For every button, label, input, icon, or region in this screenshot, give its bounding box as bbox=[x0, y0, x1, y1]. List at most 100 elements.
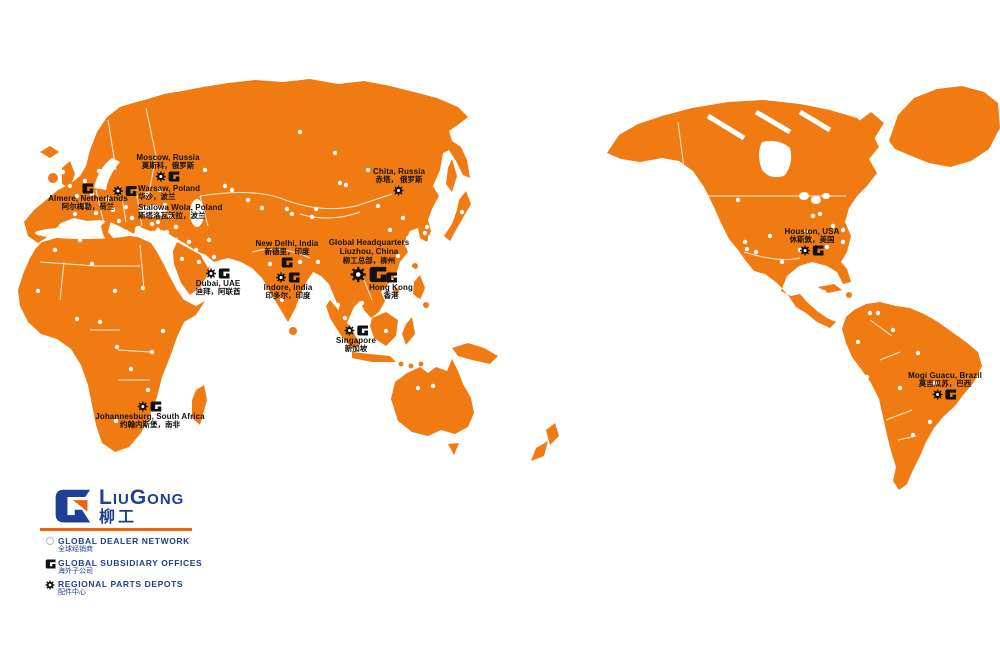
dealer-network-dot bbox=[211, 254, 217, 260]
dealer-network-dot bbox=[144, 191, 150, 197]
location-label-johannesburg: Johannesburg, South Africa 约翰内斯堡，南非 bbox=[95, 401, 205, 430]
dealer-network-dot bbox=[206, 237, 212, 243]
subsidiary-office-icon bbox=[82, 183, 95, 194]
dealer-network-dot bbox=[830, 223, 836, 229]
dealer-network-dot bbox=[63, 221, 69, 227]
dealer-network-dot bbox=[219, 259, 225, 265]
location-name-zh: 迪拜，阿联酋 bbox=[195, 287, 241, 297]
dealer-network-dot bbox=[915, 350, 921, 356]
dealer-network-icon bbox=[42, 537, 58, 545]
dealer-network-dot bbox=[779, 259, 785, 265]
dealer-network-dot bbox=[112, 288, 118, 294]
dealer-network-dot bbox=[867, 310, 873, 316]
brand-wordmark: LiuGong bbox=[99, 486, 185, 509]
parts-depot-icon bbox=[344, 325, 355, 336]
dealer-network-dot bbox=[114, 344, 120, 350]
dealer-network-dot bbox=[803, 228, 809, 234]
location-name-zh: 斯塔洛瓦沃拉，波兰 bbox=[138, 211, 206, 221]
location-name-zh: 印多尔，印度 bbox=[265, 291, 311, 301]
location-label-dubai: Dubai, UAE 迪拜，阿联酋 bbox=[196, 268, 241, 297]
dealer-network-dot bbox=[82, 178, 88, 184]
dealer-network-dot bbox=[179, 256, 185, 262]
dealer-network-dot bbox=[659, 159, 665, 165]
legend-label-zh: 全球经销商 bbox=[58, 546, 93, 554]
dealer-network-dot bbox=[60, 169, 66, 175]
dealer-network-dot bbox=[74, 316, 80, 322]
location-name: Stalowa Wola, Poland bbox=[138, 203, 223, 212]
location-label-hong-kong: Hong Kong 香港 bbox=[369, 272, 413, 301]
subsidiary-office-icon bbox=[42, 559, 58, 569]
dealer-network-dots-layer bbox=[35, 129, 938, 454]
dealer-network-dot bbox=[155, 219, 161, 225]
dealer-network-dot bbox=[840, 239, 846, 245]
dealer-network-dot bbox=[313, 206, 319, 212]
dealer-network-dot bbox=[143, 210, 149, 216]
dealer-network-dot bbox=[83, 203, 89, 209]
dealer-network-dot bbox=[289, 211, 295, 217]
dealer-network-dot bbox=[222, 183, 228, 189]
location-name: Indore, India bbox=[263, 283, 313, 292]
location-name-zh: 莫吉瓜苏，巴西 bbox=[918, 379, 972, 389]
dealer-network-dot bbox=[173, 237, 179, 243]
dealer-network-dot bbox=[875, 310, 881, 316]
dealer-network-dot bbox=[136, 225, 142, 231]
legend-row-dealer-network: GLOBAL DEALER NETWORK 全球经销商 bbox=[42, 536, 202, 555]
liugong-logo: LiuGong 柳工 bbox=[52, 487, 184, 527]
location-label-new-delhi: New Delhi, India 新德里，印度 bbox=[256, 239, 319, 268]
subsidiary-office-icon bbox=[945, 389, 958, 400]
location-name: Singapore bbox=[335, 336, 377, 345]
legend-row-parts-depots: REGIONAL PARTS DEPOTS 配件中心 bbox=[42, 579, 202, 598]
location-name-zh: 新加坡 bbox=[344, 344, 368, 354]
dealer-network-dot bbox=[787, 274, 793, 280]
liugong-emblem-icon bbox=[52, 487, 92, 527]
subsidiary-office-icon bbox=[218, 268, 231, 279]
dealer-network-dot bbox=[67, 183, 73, 189]
dealer-network-dot bbox=[424, 224, 430, 230]
dealer-network-dot bbox=[753, 249, 759, 255]
dealer-network-dot bbox=[864, 374, 870, 380]
dealer-network-dot bbox=[297, 129, 303, 135]
location-label-headquarters: Global Headquarters Liuzhou, China 柳工总部，… bbox=[329, 238, 410, 283]
dealer-network-dot bbox=[343, 182, 349, 188]
dealer-network-dot bbox=[101, 178, 107, 184]
location-label-stalowa-wola: Stalowa Wola, Poland 斯塔洛瓦沃拉，波兰 bbox=[138, 203, 223, 221]
dealer-network-dot bbox=[342, 315, 348, 321]
location-name: New Delhi, India bbox=[255, 239, 319, 248]
location-name-zh: 柳工总部，柳州 bbox=[342, 255, 396, 265]
dealer-network-dot bbox=[167, 213, 173, 219]
location-label-singapore: Singapore 新加坡 bbox=[336, 325, 376, 354]
subsidiary-office-icon bbox=[280, 257, 293, 268]
dealer-network-dot bbox=[129, 215, 135, 221]
location-name: Dubai, UAE bbox=[195, 279, 241, 288]
dealer-network-dot bbox=[105, 196, 111, 202]
dealer-network-dot bbox=[155, 227, 161, 233]
dealer-network-dot bbox=[405, 235, 411, 241]
dealer-network-dot bbox=[315, 259, 321, 265]
location-label-almere: Almere, Netherlands 阿尔梅勒，荷兰 bbox=[48, 183, 128, 212]
dealer-network-dot bbox=[375, 203, 381, 209]
dealer-network-dot bbox=[430, 383, 436, 389]
dealer-network-dot bbox=[162, 202, 168, 208]
legend-label-zh: 配件中心 bbox=[58, 589, 86, 597]
subsidiary-office-icon bbox=[385, 272, 398, 283]
dealer-network-dot bbox=[149, 349, 155, 355]
dealer-network-dot bbox=[284, 206, 290, 212]
dealer-network-dot bbox=[487, 429, 493, 435]
dealer-network-dot bbox=[160, 328, 166, 334]
dealer-network-dot bbox=[821, 289, 827, 295]
dealer-network-dot bbox=[404, 291, 410, 297]
dealer-network-dot bbox=[415, 297, 421, 303]
location-name-zh: 华沙，波兰 bbox=[138, 192, 176, 202]
location-name: Moscow, Russia bbox=[136, 153, 200, 162]
dealer-network-dot bbox=[297, 259, 303, 265]
location-name-zh: 新德里，印度 bbox=[264, 247, 310, 257]
dealer-network-dot bbox=[113, 418, 119, 424]
dealer-network-dot bbox=[932, 380, 938, 386]
dealer-network-dot bbox=[72, 211, 78, 217]
dealer-network-dot bbox=[383, 328, 389, 334]
dealer-network-dot bbox=[173, 224, 179, 230]
dealer-network-dot bbox=[96, 168, 102, 174]
dealer-network-dot bbox=[807, 292, 813, 298]
dealer-network-dot bbox=[927, 419, 933, 425]
